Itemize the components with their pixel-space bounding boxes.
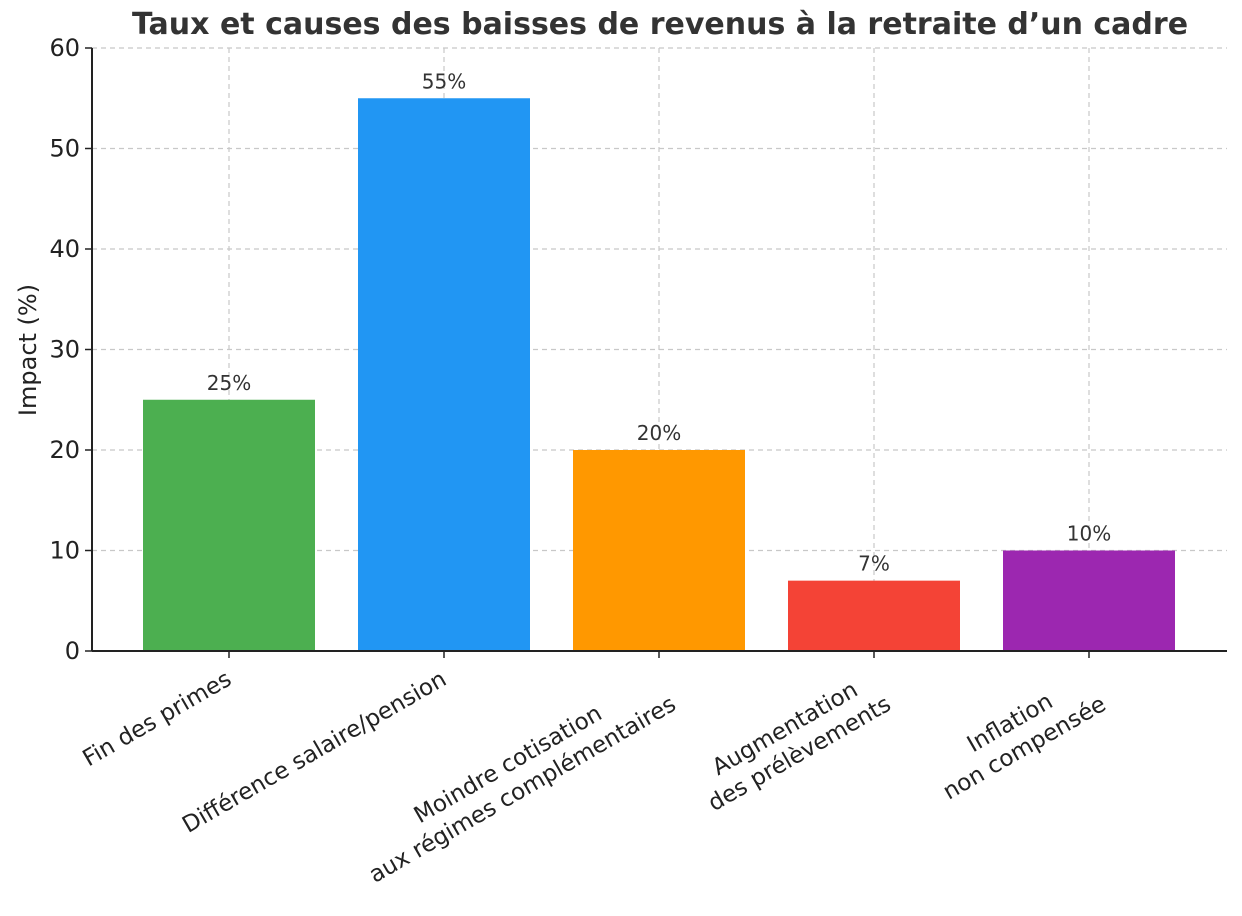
y-tick-label: 20 [49,436,80,464]
data-label: 25% [207,371,251,395]
y-tick-label: 30 [49,336,80,364]
chart-title: Taux et causes des baisses de revenus à … [132,7,1188,42]
x-tick-label: Fin des primes [78,666,236,772]
bar [1003,550,1175,651]
bar [143,399,315,651]
data-label: 10% [1067,522,1111,546]
data-label: 20% [637,421,681,445]
bars-layer [143,98,1175,651]
y-tick-label: 40 [49,235,80,263]
y-tick-label: 0 [65,637,80,665]
y-tick-label: 10 [49,537,80,565]
x-tick-label-group: Fin des primes [78,666,236,772]
data-label: 55% [422,69,466,93]
y-axis-label: Impact (%) [14,284,42,416]
bar [788,580,960,651]
bar [573,450,745,651]
y-tick-label: 60 [49,34,80,62]
data-label: 7% [858,552,890,576]
y-tick-label: 50 [49,135,80,163]
bar [358,98,530,651]
x-tick-label: aux régimes complémentaires [365,691,681,888]
axes-layer [85,47,1227,658]
